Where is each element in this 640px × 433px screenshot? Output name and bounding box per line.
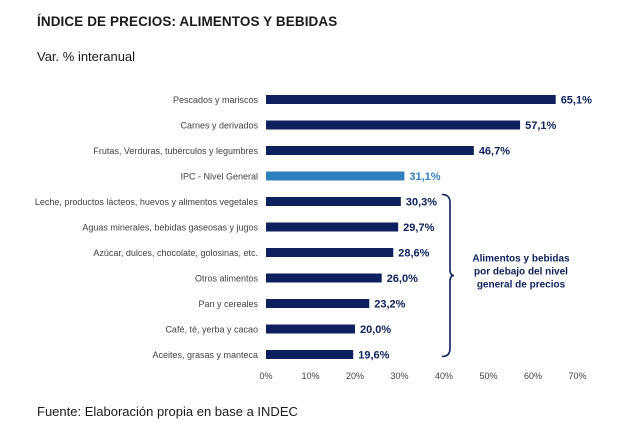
annotation-text: general de precios [477,280,566,291]
category-label: Aguas minerales, bebidas gaseosas y jugo… [82,223,258,233]
category-label: Azúcar, dulces, chocolate, golosinas, et… [93,248,258,258]
x-tick-label: 0% [259,371,272,381]
bar [266,222,399,232]
data-label: 30,3% [406,197,437,209]
bar [266,350,354,359]
data-label: 65,1% [561,95,592,107]
category-label: Frutas, Verduras, tubérculos y legumbres [93,146,258,156]
bar [266,248,394,257]
bar [266,273,382,283]
x-tick-label: 30% [390,371,408,381]
annotation-text: por debajo del nivel [474,267,568,278]
x-tick-label: 70% [568,371,586,381]
data-label: 20,0% [360,324,391,336]
category-label: Carnes y derivados [180,121,258,131]
chart-subtitle: Var. % interanual [37,49,136,64]
data-label: 28,6% [398,248,429,260]
annotation-bracket [441,193,455,358]
x-tick-label: 20% [346,371,364,381]
category-label: Otros alimentos [195,274,259,284]
bar [266,197,401,206]
annotation-text: Alimentos y bebidas [472,254,570,265]
data-label: 46,7% [479,146,510,158]
bar [266,95,556,104]
data-label: 26,0% [387,273,418,285]
x-tick-label: 40% [435,371,453,381]
bar [266,146,474,155]
category-label: Café, té, yerba y cacao [165,325,258,335]
data-label: 31,1% [409,171,440,183]
data-label: 57,1% [525,120,556,132]
x-tick-label: 50% [479,371,497,381]
data-label: 23,2% [374,299,405,311]
x-tick-label: 10% [301,371,319,381]
bar [266,120,521,130]
data-label: 19,6% [358,350,389,362]
chart-title: ÍNDICE DE PRECIOS: ALIMENTOS Y BEBIDAS [37,14,338,29]
category-label: Leche, productos lácteos, huevos y alime… [35,197,259,207]
data-label: 29,7% [403,222,434,234]
category-label: IPC - Nivel General [180,172,258,182]
category-label: Pan y cereales [198,299,258,309]
category-label: Pescados y mariscos [173,95,259,105]
category-label: Aceites, grasas y manteca [152,350,258,360]
bar [266,171,405,181]
bar [266,299,370,308]
source-note: Fuente: Elaboración propia en base a IND… [37,404,298,419]
x-tick-label: 60% [524,371,542,381]
bar [266,324,355,334]
